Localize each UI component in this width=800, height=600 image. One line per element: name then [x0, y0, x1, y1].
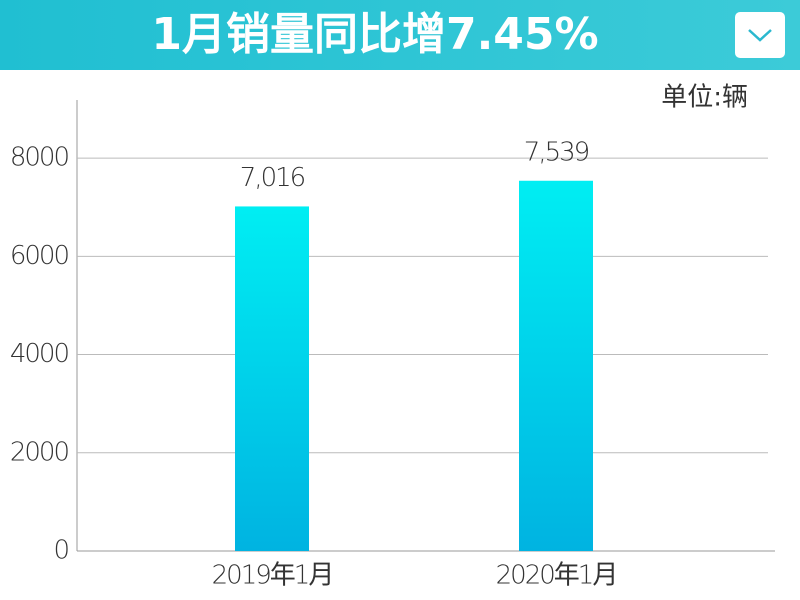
- dropdown-chevron[interactable]: [748, 29, 772, 42]
- y-tick-label: 6000: [10, 241, 69, 271]
- x-tick-label: 2019年1月: [212, 561, 333, 591]
- header-banner: [0, 0, 800, 70]
- unit-label: 单位:辆: [661, 83, 748, 113]
- y-tick-label: 2000: [10, 437, 69, 467]
- y-tick-label: 4000: [10, 339, 69, 369]
- dropdown-button[interactable]: [735, 12, 785, 58]
- dropdown-box[interactable]: [735, 12, 785, 58]
- y-tick-label: 0: [53, 536, 68, 566]
- value-label: 7,016: [240, 163, 305, 193]
- chart-title: 1月销量同比增7.45%: [151, 9, 598, 60]
- bar: [519, 180, 593, 551]
- bar: [235, 206, 309, 551]
- x-tick-label: 2020年1月: [496, 561, 617, 591]
- y-tick-label: 8000: [10, 143, 69, 173]
- value-label: 7,539: [524, 137, 589, 167]
